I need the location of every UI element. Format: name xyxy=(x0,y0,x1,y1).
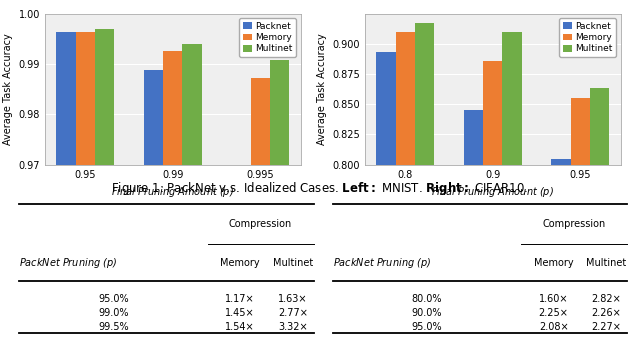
Text: 1.17×: 1.17× xyxy=(225,294,255,304)
Bar xyxy=(483,61,502,343)
Text: 2.27×: 2.27× xyxy=(591,322,621,332)
Text: 90.0%: 90.0% xyxy=(412,308,442,318)
Text: 80.0%: 80.0% xyxy=(412,294,442,304)
Text: 1.54×: 1.54× xyxy=(225,322,255,332)
Text: 1.63×: 1.63× xyxy=(278,294,308,304)
Text: 2.77×: 2.77× xyxy=(278,308,308,318)
Bar xyxy=(464,110,483,343)
Text: Multinet: Multinet xyxy=(586,258,627,268)
Text: 2.82×: 2.82× xyxy=(592,294,621,304)
Text: 99.0%: 99.0% xyxy=(98,308,129,318)
Bar xyxy=(56,32,76,343)
Text: 95.0%: 95.0% xyxy=(98,294,129,304)
X-axis label: Final Pruning Amount ($p$): Final Pruning Amount ($p$) xyxy=(111,185,234,199)
Text: 2.25×: 2.25× xyxy=(539,308,568,318)
Bar xyxy=(251,78,270,343)
Legend: Packnet, Memory, Multinet: Packnet, Memory, Multinet xyxy=(239,18,296,57)
Text: 1.60×: 1.60× xyxy=(539,294,568,304)
Bar xyxy=(76,32,95,343)
Bar xyxy=(415,23,434,343)
Text: 2.08×: 2.08× xyxy=(539,322,568,332)
Text: Memory: Memory xyxy=(534,258,573,268)
Text: 2.26×: 2.26× xyxy=(592,308,621,318)
Text: PackNet Pruning ($p$): PackNet Pruning ($p$) xyxy=(19,256,118,270)
Text: Multinet: Multinet xyxy=(273,258,313,268)
Bar xyxy=(95,29,114,343)
Bar xyxy=(376,52,396,343)
Bar xyxy=(571,98,590,343)
Text: Figure 1: PackNet v.s. Idealized Cases. $\mathbf{Left:}$ MNIST. $\mathbf{Right:}: Figure 1: PackNet v.s. Idealized Cases. … xyxy=(111,180,529,197)
Bar xyxy=(590,88,609,343)
Bar xyxy=(502,32,522,343)
X-axis label: Final Pruning Amount ($p$): Final Pruning Amount ($p$) xyxy=(431,185,554,199)
Bar xyxy=(396,33,415,343)
Y-axis label: Average Task Accuracy: Average Task Accuracy xyxy=(317,33,326,145)
Text: Memory: Memory xyxy=(220,258,260,268)
Text: PackNet Pruning ($p$): PackNet Pruning ($p$) xyxy=(333,256,431,270)
Bar xyxy=(144,70,163,343)
Text: 1.45×: 1.45× xyxy=(225,308,255,318)
Bar xyxy=(552,159,571,343)
Legend: Packnet, Memory, Multinet: Packnet, Memory, Multinet xyxy=(559,18,616,57)
Text: Compression: Compression xyxy=(543,219,606,229)
Bar xyxy=(232,168,251,343)
Text: 99.5%: 99.5% xyxy=(98,322,129,332)
Bar xyxy=(163,51,182,343)
Bar xyxy=(182,44,202,343)
Text: Compression: Compression xyxy=(229,219,292,229)
Bar xyxy=(270,60,289,343)
Text: 3.32×: 3.32× xyxy=(278,322,308,332)
Y-axis label: Average Task Accuracy: Average Task Accuracy xyxy=(3,33,13,145)
Text: 95.0%: 95.0% xyxy=(412,322,442,332)
